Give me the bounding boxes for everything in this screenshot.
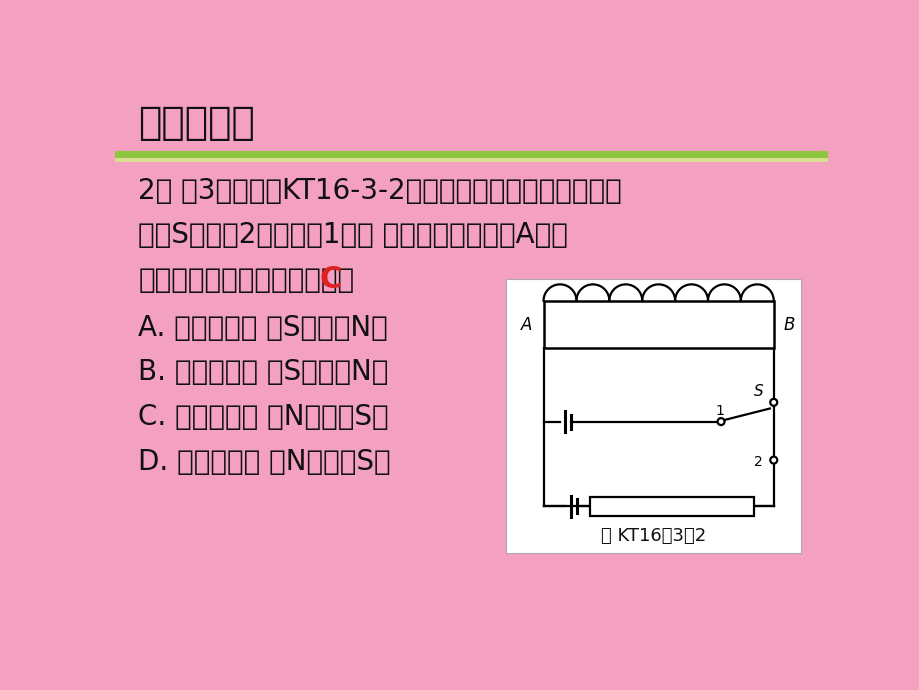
Text: S: S — [753, 384, 762, 399]
Text: 课堂小测本: 课堂小测本 — [138, 104, 255, 142]
Text: D. 磁性减弱， 由N极变为S极: D. 磁性减弱， 由N极变为S极 — [138, 448, 391, 475]
Bar — [543, 301, 773, 348]
Text: 极极性变化的情况是（　　）: 极极性变化的情况是（ ） — [138, 266, 354, 294]
Text: 2: 2 — [753, 455, 762, 469]
Bar — [115, 150, 827, 158]
Circle shape — [717, 418, 724, 425]
Text: A: A — [520, 315, 531, 333]
Text: 开关S由触点2转到触点1时， 螺线管磁性强弱和A端磁: 开关S由触点2转到触点1时， 螺线管磁性强弱和A端磁 — [138, 221, 568, 249]
Text: B: B — [783, 315, 794, 333]
Text: A. 磁性加强， 由S极变为N极: A. 磁性加强， 由S极变为N极 — [138, 314, 388, 342]
Text: 1: 1 — [714, 404, 723, 418]
Bar — [589, 497, 754, 515]
Text: 图 KT16－3－2: 图 KT16－3－2 — [600, 526, 706, 544]
Bar — [505, 279, 800, 553]
Text: B. 磁性减弱， 由S极变为N极: B. 磁性减弱， 由S极变为N极 — [138, 358, 388, 386]
Circle shape — [769, 457, 777, 464]
Bar — [115, 158, 827, 162]
Circle shape — [769, 399, 777, 406]
Text: C. 磁性加强， 由N极变为S极: C. 磁性加强， 由N极变为S极 — [138, 403, 389, 431]
Text: C: C — [319, 266, 341, 295]
Text: 2． （3分）如图KT16-3-2所示，两电池的规格一样，当: 2． （3分）如图KT16-3-2所示，两电池的规格一样，当 — [138, 177, 621, 205]
